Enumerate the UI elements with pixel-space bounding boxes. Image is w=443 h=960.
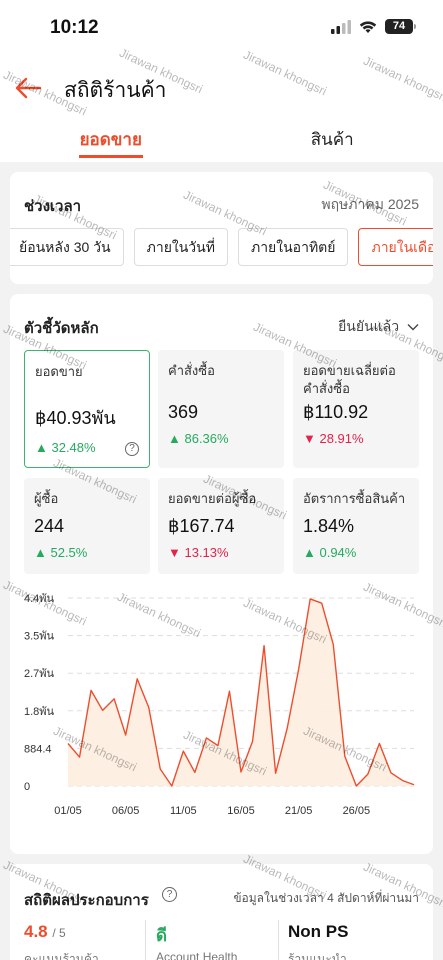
preferred-seller-value[interactable]: Non PS [288, 922, 349, 941]
shop-score-value: 4.8 [24, 922, 48, 941]
chart-y-tick-label: 3.5พัน [24, 631, 55, 643]
metrics-card: ตัวชี้วัดหลัก ยืนยันแล้ว ยอดขาย ฿40.93พั… [10, 294, 433, 854]
metric-label: ผู้ซื้อ [34, 491, 59, 506]
confirmed-dropdown[interactable]: ยืนยันแล้ว [338, 316, 419, 338]
tab-bar: ยอดขาย สินค้า [0, 118, 443, 162]
shop-score[interactable]: 4.8 / 5 [24, 922, 66, 942]
chart-x-tick-label: 26/05 [343, 805, 371, 817]
metric-change: ▼ 13.13% [168, 545, 229, 560]
status-icons: 74 [331, 19, 416, 34]
divider [145, 920, 146, 960]
chart-x-tick-label: 16/05 [227, 805, 255, 817]
metric-value: ฿167.74 [168, 516, 235, 536]
chart-x-tick-label: 01/05 [54, 805, 82, 817]
metric-card-avg-order[interactable]: ยอดขายเฉลี่ยต่อคำสั่งซื้อ ฿110.92 ▼ 28.9… [293, 350, 419, 468]
chart-y-tick-label: 4.4พัน [24, 593, 55, 605]
metric-card-sales[interactable]: ยอดขาย ฿40.93พัน ▲ 32.48% ? [24, 350, 150, 468]
page-title: สถิติร้านค้า [64, 79, 167, 102]
tab-sales[interactable]: ยอดขาย [0, 118, 222, 162]
chevron-down-icon [407, 324, 419, 331]
help-icon[interactable]: ? [162, 887, 177, 902]
metric-label: ยอดขาย [35, 364, 83, 379]
performance-title: สถิติผลประกอบการ [24, 892, 149, 909]
back-arrow-icon[interactable] [12, 72, 44, 104]
account-health-label: Account Health [156, 950, 238, 960]
battery-icon: 74 [385, 19, 416, 34]
chart-y-tick-label: 884.4 [24, 743, 52, 755]
chart-series-line [67, 598, 415, 787]
status-bar: 10:12 74 [0, 0, 443, 58]
wifi-icon [359, 20, 377, 33]
metric-card-buyers[interactable]: ผู้ซื้อ 244 ▲ 52.5% [24, 478, 150, 574]
period-card: ช่วงเวลา พฤษภาคม 2025 ย้อนหลัง 30 วัน ภา… [10, 172, 433, 284]
metric-value: ฿40.93พัน [35, 408, 116, 428]
shop-score-max: / 5 [52, 926, 66, 940]
divider [278, 920, 279, 960]
metric-value: 1.84% [303, 516, 355, 536]
chart-y-tick-label: 2.7พัน [24, 668, 55, 680]
metric-change: ▲ 52.5% [34, 545, 88, 560]
metrics-title: ตัวชี้วัดหลัก [24, 320, 99, 337]
status-time: 10:12 [50, 17, 99, 38]
shop-score-label: คะแนนร้านค้า [24, 952, 99, 960]
chart-x-tick-label: 06/05 [112, 805, 140, 817]
period-date[interactable]: พฤษภาคม 2025 [321, 196, 419, 212]
chart-x-tick-label: 21/05 [285, 805, 313, 817]
period-option-last-30-days[interactable]: ย้อนหลัง 30 วัน [10, 228, 124, 266]
metric-card-conversion[interactable]: อัตราการซื้อสินค้า 1.84% ▲ 0.94% [293, 478, 419, 574]
metric-value: 369 [168, 402, 199, 422]
metric-change: ▼ 28.91% [303, 431, 364, 446]
period-option-day[interactable]: ภายในวันที่ [133, 228, 228, 266]
period-option-week[interactable]: ภายในอาทิตย์ [237, 228, 349, 266]
metric-change: ▲ 0.94% [303, 545, 357, 560]
metric-change: ▲ 86.36% [168, 431, 229, 446]
chart-area-fill [68, 598, 414, 786]
metric-card-orders[interactable]: คำสั่งซื้อ 369 ▲ 86.36% [158, 350, 284, 468]
metric-label: ยอดขายเฉลี่ยต่อคำสั่งซื้อ [303, 363, 396, 396]
metric-value: ฿110.92 [303, 402, 369, 422]
account-health-value[interactable]: ดี [156, 926, 168, 945]
chart-x-tick-label: 11/05 [170, 805, 197, 817]
header: สถิติร้านค้า [0, 58, 443, 118]
metric-label: อัตราการซื้อสินค้า [303, 491, 406, 506]
chart-y-tick-label: 0 [24, 781, 30, 793]
confirmed-label: ยืนยันแล้ว [338, 318, 400, 334]
performance-card: สถิติผลประกอบการ ? ข้อมูลในช่วงเวลา 4 สั… [10, 864, 433, 960]
metric-label: คำสั่งซื้อ [168, 363, 215, 378]
period-option-month[interactable]: ภายในเดือน [358, 228, 433, 266]
tab-products[interactable]: สินค้า [310, 130, 354, 149]
metric-change: ▲ 32.48% [35, 440, 96, 455]
performance-note: ข้อมูลในช่วงเวลา 4 สัปดาห์ที่ผ่านมา [233, 891, 419, 905]
period-title: ช่วงเวลา [24, 198, 82, 215]
chart-y-tick-label: 1.8พัน [24, 706, 55, 718]
sales-chart[interactable]: 0 884.4 1.8พัน 2.7พัน 3.5พัน 4.4พัน 01/05 06/05… [10, 590, 433, 826]
metric-card-sales-per-buyer[interactable]: ยอดขายต่อผู้ซื้อ ฿167.74 ▼ 13.13% [158, 478, 284, 574]
preferred-seller-label: ร้านแนะนำ [288, 952, 347, 960]
metric-label: ยอดขายต่อผู้ซื้อ [168, 491, 257, 506]
help-icon[interactable]: ? [125, 442, 139, 456]
period-options: ย้อนหลัง 30 วัน ภายในวันที่ ภายในอาทิตย์… [10, 228, 433, 266]
metric-value: 244 [34, 516, 65, 536]
signal-icon [331, 19, 351, 34]
